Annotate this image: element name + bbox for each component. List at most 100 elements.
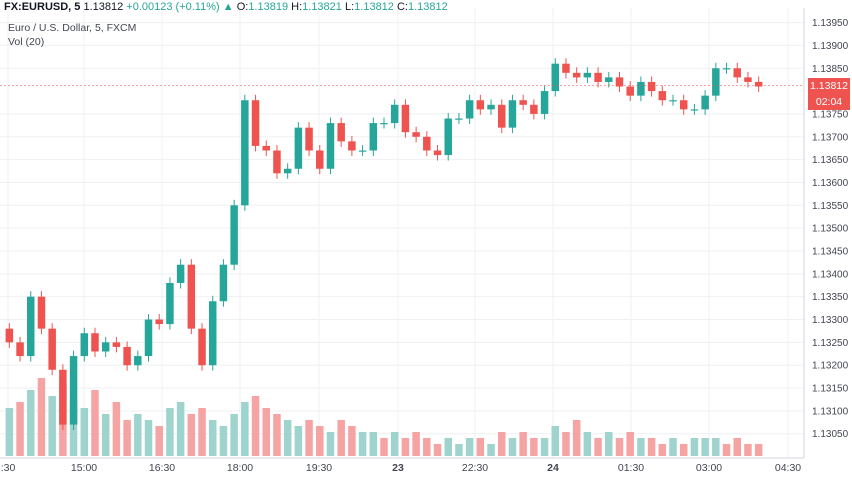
candle-body [401, 104, 410, 133]
volume-bar [508, 438, 517, 456]
candle-body [647, 81, 656, 92]
candle-body [166, 282, 174, 325]
candle-body [669, 100, 677, 102]
open-label: O: [236, 1, 249, 13]
time-tick-label: 19:30 [306, 462, 332, 474]
candle-body [219, 264, 228, 302]
time-tick-label: 22:30 [462, 462, 488, 474]
volume-bar [283, 420, 292, 456]
volume-bar [465, 438, 474, 456]
candle-body [572, 72, 581, 78]
volume-bar [316, 426, 324, 456]
volume-bar [101, 414, 110, 456]
volume-bar [251, 396, 260, 456]
time-tick-label: 24 [547, 462, 559, 474]
chart-subtitle: Euro / U.S. Dollar, 5, FXCM [8, 22, 137, 34]
time-tick-label: :30 [1, 462, 16, 474]
candle-body [476, 100, 485, 110]
candle-body [251, 100, 260, 146]
symbol-name: FX:EURUSD, 5 [4, 1, 81, 13]
candle-body [690, 109, 699, 111]
volume-bar [305, 420, 313, 456]
volume-bar [155, 426, 163, 456]
volume-bar [48, 396, 56, 456]
volume-bar [498, 432, 506, 456]
volume-bar [615, 438, 624, 456]
price-tick-label: 1.13850 [812, 64, 849, 75]
candle-body [48, 328, 56, 370]
candle-body [241, 100, 249, 206]
volume-bar [754, 444, 763, 456]
candle-body [273, 150, 281, 174]
volume-bar [540, 438, 549, 456]
volume-bar [669, 438, 677, 456]
volume-bar [712, 438, 720, 456]
volume-bar [744, 444, 752, 456]
candle-body [390, 104, 399, 124]
candle-body [358, 150, 367, 152]
low-value: 1.13812 [354, 1, 394, 13]
candle-body [519, 100, 527, 105]
candle-body [423, 136, 431, 151]
price-tick-label: 1.13900 [812, 41, 849, 52]
candle-body [91, 333, 99, 352]
volume-bar [647, 438, 656, 456]
price-tick-label: 1.13700 [812, 132, 849, 143]
volume-bar [241, 402, 249, 456]
candle-body [69, 356, 78, 425]
volume-bar [423, 438, 431, 456]
volume-bar [519, 432, 527, 456]
price-tick-label: 1.13750 [812, 109, 849, 120]
volume-bar [380, 438, 388, 456]
candle-body [294, 127, 303, 169]
volume-bar [273, 414, 281, 456]
candle-body [658, 91, 667, 101]
volume-bar [219, 426, 228, 456]
volume-indicator-label[interactable]: Vol (20) [8, 36, 45, 48]
candle-body [444, 118, 452, 156]
candle-body [754, 81, 763, 87]
volume-bar [337, 420, 345, 456]
close-label: C: [396, 1, 408, 13]
volume-bar [679, 444, 688, 456]
volume-bar [176, 402, 185, 456]
candle-body [176, 264, 185, 283]
candle-body [380, 123, 388, 125]
volume-bar [134, 414, 142, 456]
candle-body [348, 141, 356, 151]
time-tick-label: 16:30 [149, 462, 175, 474]
volume-bar [80, 408, 89, 456]
volume-bar [562, 432, 570, 456]
candle-body [316, 150, 324, 169]
price-tick-label: 1.13650 [812, 155, 849, 166]
price-tick-label: 1.13050 [812, 429, 849, 440]
last-price: 1.13812 [83, 1, 124, 13]
candle-body [530, 104, 538, 114]
volume-bar [444, 438, 452, 456]
candle-body [16, 342, 24, 357]
volume-bar [390, 432, 399, 456]
volume-bar [187, 414, 196, 456]
up-arrow-icon: ▲ [222, 1, 234, 13]
candle-body [112, 342, 121, 347]
candle-body [155, 319, 163, 325]
volume-bar [348, 426, 356, 456]
time-tick-label: 01:30 [618, 462, 644, 474]
price-tick-label: 1.13250 [812, 338, 849, 349]
candle-body [123, 346, 131, 366]
volume-bar [198, 408, 206, 456]
volume-bar [166, 408, 174, 456]
candle-body [326, 123, 335, 169]
volume-bar [626, 432, 634, 456]
volume-bar [294, 426, 303, 456]
volume-bars [5, 378, 763, 456]
price-tick-label: 1.13450 [812, 246, 849, 257]
price-tick-label: 1.13550 [812, 201, 849, 212]
bar-countdown-tag: 02:04 [808, 93, 850, 110]
candle-body [487, 104, 495, 110]
candle-body [208, 301, 217, 366]
price-tick-label: 1.13950 [812, 18, 849, 29]
candle-body [230, 205, 238, 265]
volume-bar [551, 426, 560, 456]
